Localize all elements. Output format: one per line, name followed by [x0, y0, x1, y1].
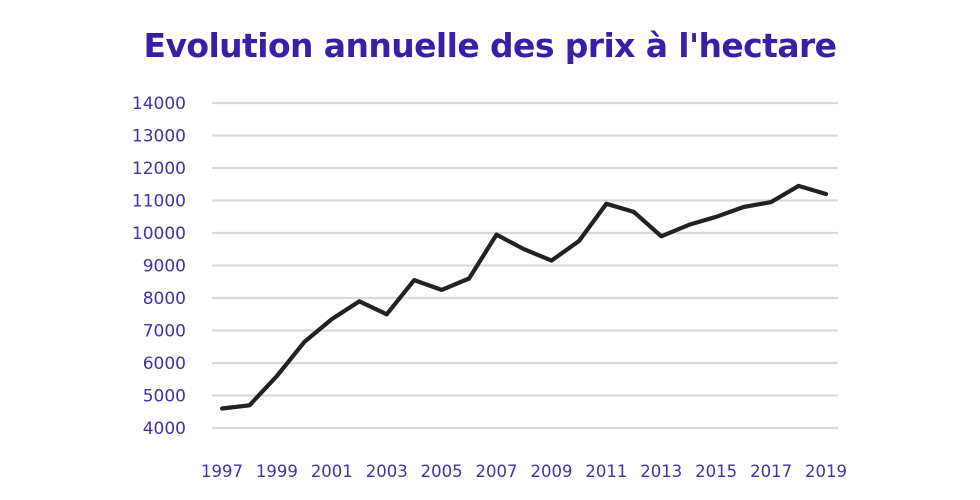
- x-tick-label-2001: 2001: [311, 462, 353, 481]
- x-tick-label-2007: 2007: [476, 462, 518, 481]
- series-line-group: [219, 183, 829, 411]
- y-axis-ticks: 14000 13000 12000 11000 10000 9000 8000 7000 600…: [132, 94, 186, 439]
- x-tick-label-2011: 2011: [585, 462, 627, 481]
- x-tick-label-2009: 2009: [530, 462, 572, 481]
- x-tick-label-2019: 2019: [805, 462, 847, 481]
- series-line: [219, 183, 829, 411]
- chart-title: Evolution annuelle des prix à l'hectare: [143, 26, 838, 65]
- x-tick-label-2003: 2003: [366, 462, 408, 481]
- gridlines: [212, 101, 838, 430]
- x-tick-label-2017: 2017: [750, 462, 792, 481]
- x-tick-label-2005: 2005: [421, 462, 463, 481]
- y-tick-label-14000: 14000: [132, 94, 186, 114]
- x-tick-label-2015: 2015: [695, 462, 737, 481]
- x-axis-ticks: 1997 1999 2001 2003 2005 2007 2009 2011 2013 2015…: [201, 462, 847, 481]
- y-tick-label-6000: 6000: [143, 354, 186, 374]
- y-tick-label-10000: 10000: [132, 224, 186, 244]
- y-tick-label-5000: 5000: [143, 387, 186, 407]
- x-tick-label-1997: 1997: [201, 462, 243, 481]
- y-tick-label-8000: 8000: [143, 289, 186, 309]
- y-tick-label-9000: 9000: [143, 257, 186, 277]
- y-tick-label-11000: 11000: [132, 192, 186, 212]
- x-tick-label-2013: 2013: [640, 462, 682, 481]
- x-tick-label-1999: 1999: [256, 462, 298, 481]
- y-tick-label-7000: 7000: [143, 322, 186, 342]
- y-tick-label-12000: 12000: [132, 159, 186, 179]
- y-tick-label-13000: 13000: [132, 127, 186, 147]
- y-tick-label-4000: 4000: [143, 419, 186, 439]
